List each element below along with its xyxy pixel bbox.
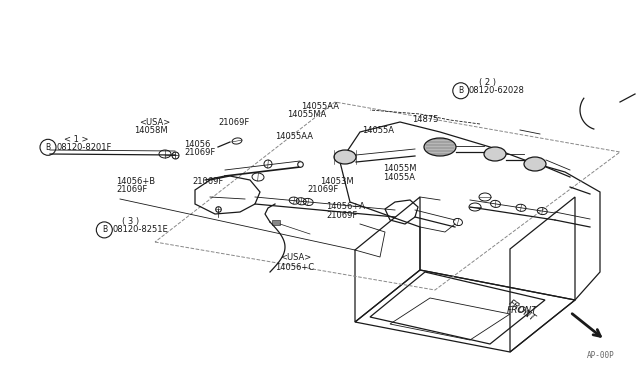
Text: 21069F: 21069F: [184, 148, 216, 157]
Text: 21069F: 21069F: [326, 211, 358, 219]
Text: 08120-62028: 08120-62028: [468, 86, 524, 95]
Text: 14055M: 14055M: [383, 164, 416, 173]
Text: 21069F: 21069F: [219, 118, 250, 127]
Text: <USA>: <USA>: [140, 118, 171, 127]
Text: 21069F: 21069F: [307, 185, 339, 194]
Text: B: B: [45, 143, 51, 152]
Text: 14055MA: 14055MA: [287, 110, 326, 119]
Text: AP-00P: AP-00P: [587, 351, 614, 360]
Text: 14056+A: 14056+A: [326, 202, 365, 211]
Text: 14056: 14056: [184, 140, 211, 149]
Ellipse shape: [424, 138, 456, 156]
Ellipse shape: [334, 150, 356, 164]
Text: 14056+B: 14056+B: [116, 177, 156, 186]
Text: 14056+C: 14056+C: [275, 263, 314, 272]
Text: 14055AA: 14055AA: [301, 102, 339, 110]
Text: 14053M: 14053M: [320, 177, 354, 186]
Text: 14055AA: 14055AA: [275, 132, 313, 141]
Text: FRONT: FRONT: [507, 298, 537, 324]
Ellipse shape: [484, 147, 506, 161]
Ellipse shape: [524, 157, 546, 171]
Text: 14055A: 14055A: [362, 126, 394, 135]
Text: FRONT: FRONT: [507, 307, 538, 315]
Text: < 1 >: < 1 >: [64, 135, 88, 144]
Text: 14055A: 14055A: [383, 173, 415, 182]
Text: B: B: [458, 86, 463, 95]
Text: ( 3 ): ( 3 ): [122, 217, 139, 226]
Text: 21069F: 21069F: [116, 185, 148, 194]
Text: 21069F: 21069F: [192, 177, 223, 186]
Bar: [272, 220, 280, 225]
Text: <USA>: <USA>: [280, 253, 312, 262]
Text: B: B: [102, 225, 107, 234]
Text: 14875: 14875: [412, 115, 438, 124]
Text: 08120-8251E: 08120-8251E: [112, 225, 168, 234]
Text: 08120-8201F: 08120-8201F: [56, 143, 112, 152]
Text: ( 2 ): ( 2 ): [479, 78, 496, 87]
Text: 14058M: 14058M: [134, 126, 168, 135]
